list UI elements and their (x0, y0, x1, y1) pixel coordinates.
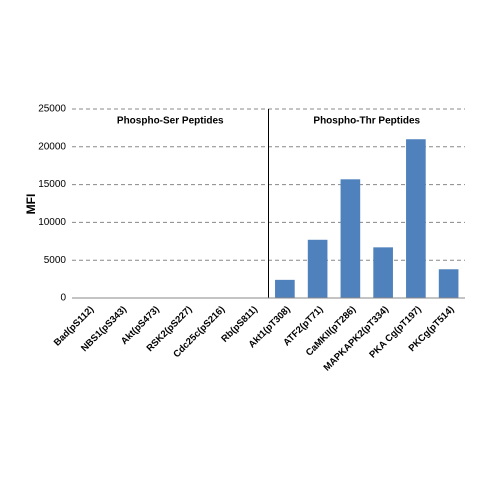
y-tick-label: 20000 (38, 141, 66, 152)
annotation: Phospho-Ser Peptides (117, 116, 224, 127)
y-tick-label: 5000 (44, 255, 67, 266)
bar (373, 247, 393, 298)
annotation: Phospho-Thr Peptides (313, 116, 420, 127)
y-tick-label: 0 (60, 293, 66, 304)
bar (307, 239, 328, 298)
bar (438, 269, 459, 298)
y-tick-label: 10000 (38, 217, 66, 228)
y-axis-label: MFI (24, 194, 38, 215)
bar (406, 139, 426, 298)
bar (340, 179, 361, 298)
y-tick-label: 15000 (38, 179, 66, 190)
bar (275, 279, 295, 298)
y-tick-label: 25000 (38, 104, 66, 115)
